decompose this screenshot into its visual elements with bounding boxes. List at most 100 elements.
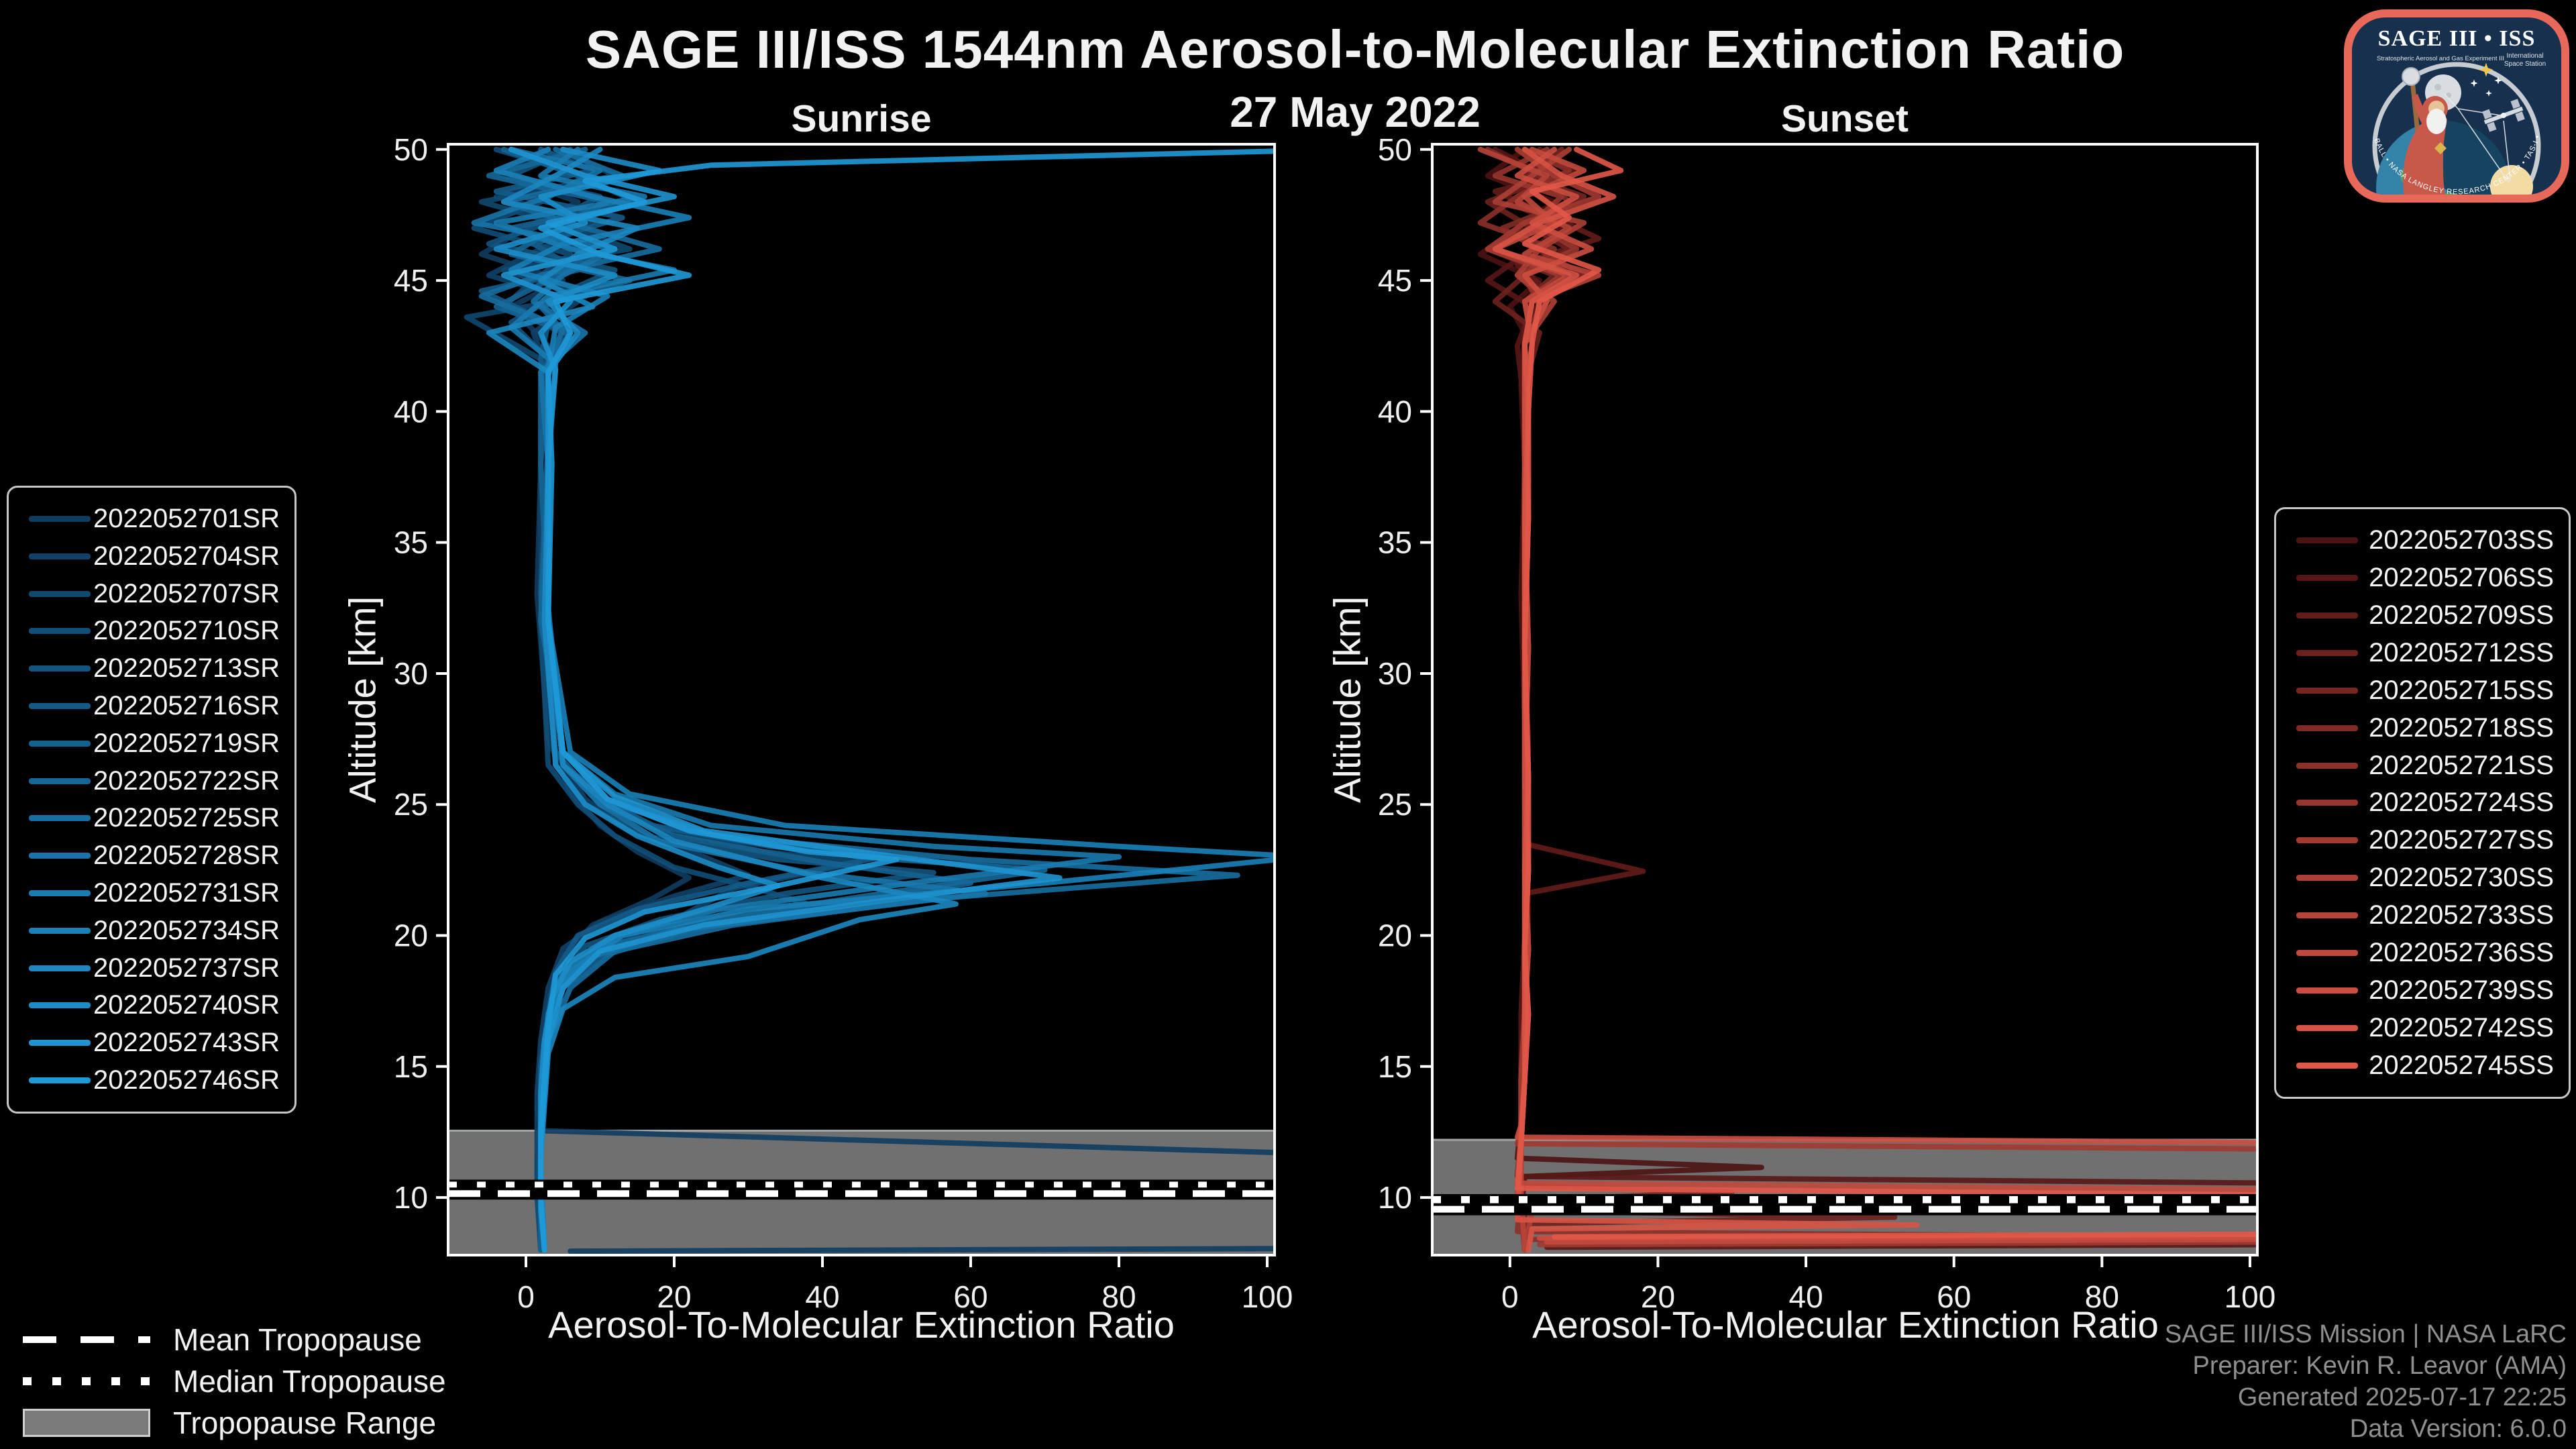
legend-label: 2022052719SR — [93, 728, 280, 758]
legend-item: 2022052740SR — [23, 990, 280, 1020]
legend-item: 2022052736SS — [2291, 938, 2554, 968]
legend-item: 2022052719SR — [23, 729, 280, 759]
mean-tropopause-legend-item: Mean Tropopause — [23, 1319, 446, 1360]
legend-item: 2022052727SS — [2291, 825, 2554, 855]
median-tropopause-label: Median Tropopause — [173, 1364, 446, 1399]
legend-item: 2022052722SR — [23, 766, 280, 796]
x-tick-label: 80 — [1102, 1279, 1136, 1314]
legend-label: 2022052718SS — [2369, 712, 2554, 743]
dashed-line-swatch — [23, 1336, 150, 1343]
legend-label: 2022052745SS — [2369, 1050, 2554, 1080]
legend-label: 2022052727SS — [2369, 825, 2554, 855]
legend-line-swatch — [29, 853, 91, 859]
x-tick-label: 40 — [1788, 1279, 1823, 1314]
legend-item: 2022052703SS — [2291, 525, 2554, 555]
y-tick-label: 25 — [1378, 787, 1412, 822]
y-tick-label: 35 — [1378, 525, 1412, 560]
legend-line-swatch — [29, 965, 91, 971]
series-line-2022052745SS — [1514, 146, 2257, 1240]
legend-line-swatch — [2296, 912, 2358, 919]
x-tick-label: 100 — [2224, 1279, 2276, 1314]
legend-label: 2022052722SR — [93, 765, 280, 796]
legend-line-swatch — [2296, 762, 2358, 769]
legend-line-swatch — [2296, 1024, 2358, 1031]
legend-label: 2022052733SS — [2369, 900, 2554, 930]
legend-line-swatch — [29, 1040, 91, 1046]
series-line-2022052743SR — [500, 146, 1063, 1253]
legend-item: 2022052718SS — [2291, 713, 2554, 743]
legend-label: 2022052743SR — [93, 1028, 280, 1058]
y-tick-label: 20 — [394, 918, 428, 953]
legend-item: 2022052704SR — [23, 541, 280, 572]
generated-timestamp: Generated 2025-07-17 22:25 — [2237, 1383, 2567, 1411]
legend-item: 2022052728SR — [23, 841, 280, 871]
legend-line-swatch — [2296, 837, 2358, 844]
legend-item: 2022052716SR — [23, 691, 280, 721]
legend-item: 2022052730SS — [2291, 863, 2554, 893]
legend-item: 2022052731SR — [23, 878, 280, 908]
legend-label: 2022052737SR — [93, 953, 280, 983]
tropopause-legend: Mean Tropopause Median Tropopause Tropop… — [23, 1319, 446, 1444]
legend-line-swatch — [2296, 875, 2358, 881]
legend-item: 2022052706SS — [2291, 563, 2554, 593]
legend-label: 2022052734SR — [93, 915, 280, 945]
legend-item: 2022052742SS — [2291, 1013, 2554, 1043]
legend-item: 2022052733SS — [2291, 900, 2554, 930]
legend-line-swatch — [2296, 800, 2358, 806]
legend-line-swatch — [29, 628, 91, 635]
logo-star — [2494, 76, 2502, 85]
legend-line-swatch — [2296, 612, 2358, 619]
legend-label: 2022052739SS — [2369, 975, 2554, 1006]
series-line-2022052742SS — [1492, 146, 1920, 1253]
legend-label: 2022052701SR — [93, 504, 280, 533]
logo-figure-robe — [2403, 114, 2447, 195]
y-tick-label: 40 — [394, 394, 428, 429]
legend-line-swatch — [29, 553, 91, 559]
legend-label: 2022052703SS — [2369, 525, 2554, 555]
logo-moon-crater — [2446, 93, 2451, 98]
preparer-credit: Preparer: Kevin R. Leavor (AMA) — [2192, 1352, 2567, 1380]
legend-label: 2022052721SS — [2369, 750, 2554, 780]
legend-line-swatch — [2296, 537, 2358, 543]
logo-earth-shadow — [2443, 120, 2512, 195]
x-tick-label: 20 — [657, 1279, 691, 1314]
series-line-2022052746SR — [538, 148, 1275, 1253]
logo-orbit-ring — [2372, 62, 2541, 195]
x-tick-label: 100 — [1242, 1279, 1293, 1314]
page-title: SAGE III/ISS 1544nm Aerosol-to-Molecular… — [585, 19, 2125, 79]
legend-label: 2022052742SS — [2369, 1012, 2554, 1042]
legend-line-swatch — [29, 1002, 91, 1009]
y-tick-label: 45 — [1378, 263, 1412, 298]
legend-item: 2022052734SR — [23, 916, 280, 946]
series-line-2022052701SR — [478, 146, 1275, 1254]
x-tick-label: 0 — [1501, 1279, 1519, 1314]
y-tick-label: 10 — [394, 1180, 428, 1215]
legend-line-swatch — [29, 1077, 91, 1083]
sunset-axes-spines — [1431, 143, 2259, 1256]
legend-item: 2022052724SS — [2291, 788, 2554, 818]
x-tick-label: 80 — [2085, 1279, 2119, 1314]
tropopause-range-legend-item: Tropopause Range — [23, 1402, 446, 1444]
legend-label: 2022052712SS — [2369, 637, 2554, 667]
y-tick-label: 10 — [1378, 1180, 1412, 1215]
logo-iss — [2482, 99, 2525, 132]
logo-sight-lines — [2444, 93, 2511, 183]
legend-label: 2022052709SS — [2369, 600, 2554, 630]
series-line-2022052706SS — [1485, 146, 2257, 1250]
legend-item: 2022052739SS — [2291, 975, 2554, 1006]
logo-sun — [2490, 165, 2533, 195]
series-line-2022052736SS — [1492, 146, 2257, 1245]
legend-label: 2022052725SR — [93, 803, 280, 833]
logo-belt-buckle — [2434, 142, 2447, 154]
legend-item: 2022052725SR — [23, 803, 280, 833]
legend-label: 2022052746SR — [93, 1065, 280, 1095]
date-subtitle: 27 May 2022 — [1230, 88, 1481, 136]
sunrise-panel-title: Sunrise — [791, 97, 932, 140]
sage-iii-iss-logo: SAGE III • ISS Stratospheric Aerosol and… — [2343, 8, 2569, 203]
legend-item: 2022052737SR — [23, 953, 280, 983]
legend-item: 2022052721SS — [2291, 751, 2554, 781]
legend-line-swatch — [29, 890, 91, 896]
y-tick-label: 50 — [394, 132, 428, 167]
series-line-2022052731SR — [493, 146, 1122, 1253]
y-tick-label: 15 — [394, 1049, 428, 1084]
